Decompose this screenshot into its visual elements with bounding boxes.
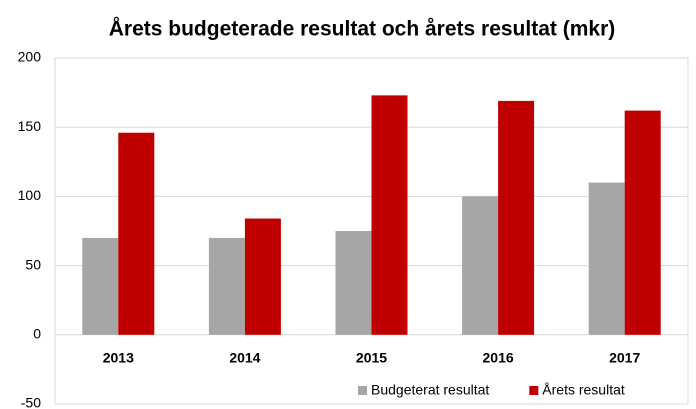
bar: [118, 132, 155, 335]
x-tick-label: 2015: [356, 350, 387, 366]
bar: [208, 237, 245, 335]
bar: [462, 196, 499, 335]
bar: [244, 218, 281, 335]
x-tick-label: 2017: [609, 350, 640, 366]
plot-border: [54, 57, 689, 405]
bar: [588, 182, 625, 335]
y-tick-label: 0: [33, 326, 41, 342]
x-tick-label: 2014: [229, 350, 260, 366]
bar: [335, 231, 372, 335]
bar: [371, 95, 408, 335]
bar: [82, 237, 119, 335]
legend-swatch: [358, 386, 367, 395]
y-tick-label: 150: [18, 118, 42, 134]
x-tick-label: 2016: [483, 350, 514, 366]
legend-label: Årets resultat: [542, 382, 625, 398]
y-tick-label: 100: [18, 187, 42, 203]
legend-swatch: [529, 386, 539, 395]
y-tick-label: 50: [25, 256, 41, 272]
legend-label: Budgeterat resultat: [371, 382, 489, 398]
bar: [498, 100, 535, 335]
y-tick-label: -50: [21, 395, 41, 409]
bar: [624, 110, 661, 335]
y-tick-label: 200: [18, 49, 42, 65]
chart-title: Årets budgeterade resultat och årets res…: [109, 17, 615, 41]
x-tick-label: 2013: [103, 350, 134, 366]
